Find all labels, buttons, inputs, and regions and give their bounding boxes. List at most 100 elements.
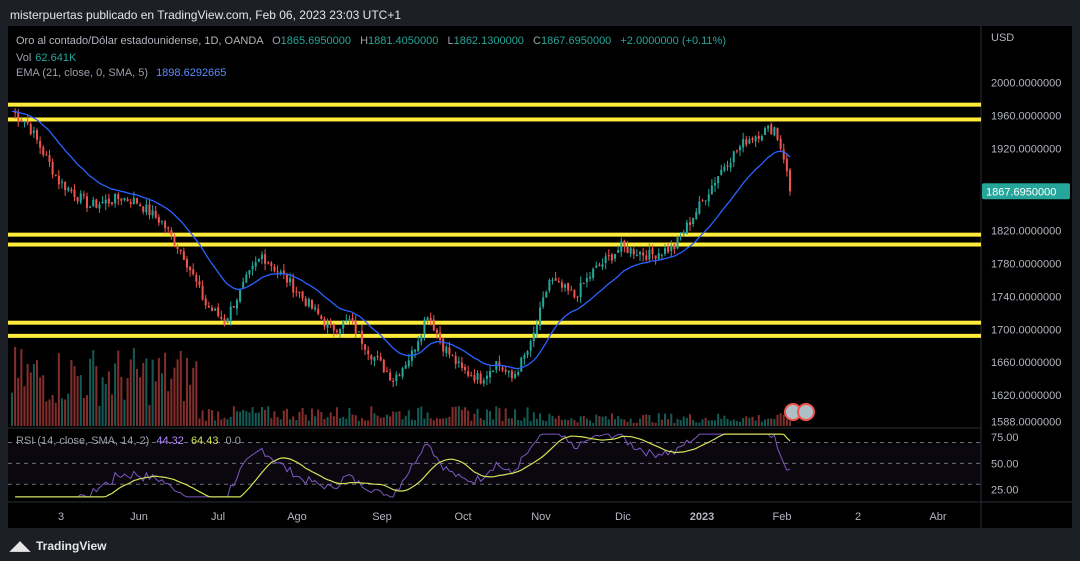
vol-label: Vol: [16, 52, 32, 64]
volume-bar: [498, 408, 501, 426]
candle-body: [701, 199, 704, 201]
volume-bar: [310, 408, 313, 426]
candle-body: [429, 317, 432, 321]
volume-bar: [676, 418, 679, 426]
volume-bar: [192, 367, 195, 426]
candle-body: [398, 375, 401, 377]
volume-bar: [214, 420, 217, 426]
candle-body: [351, 317, 354, 322]
candle-body: [623, 240, 626, 247]
volume-bar: [204, 420, 207, 426]
volume-bar: [364, 420, 367, 426]
candle-body: [57, 175, 60, 185]
candle-body: [539, 307, 542, 326]
candle-body: [207, 305, 210, 308]
chart-frame[interactable]: 2000.0000000 1960.0000000 1920.0000000 1820…: [8, 26, 1072, 528]
candle-body: [542, 297, 545, 307]
volume-bar: [101, 377, 104, 426]
candle-body: [132, 197, 135, 205]
volume-bar: [129, 359, 132, 426]
volume-bar: [167, 391, 170, 426]
volume-bar: [351, 414, 354, 426]
open-value: 1865.6950000: [280, 35, 352, 47]
candle-body: [423, 319, 426, 335]
candle-body: [135, 198, 138, 204]
candle-body: [257, 258, 260, 262]
candle-body: [48, 155, 51, 163]
candle-body: [348, 319, 351, 321]
candle-body: [148, 204, 151, 216]
event-flags[interactable]: [784, 403, 815, 421]
volume-bar: [173, 367, 176, 426]
candle-body: [176, 246, 179, 250]
candle-body: [367, 350, 370, 355]
volume-bar: [617, 416, 620, 426]
candle-body: [70, 189, 73, 192]
candle-body: [304, 298, 307, 306]
volume-bar: [154, 381, 157, 426]
candle-body: [467, 371, 470, 376]
candle-body: [689, 222, 692, 225]
candle-body: [260, 254, 263, 260]
volume-bar: [314, 416, 317, 426]
volume-bar: [95, 366, 98, 426]
volume-bar: [342, 416, 345, 426]
candle-body: [42, 147, 45, 155]
price-tick-label: 2000.0000000: [991, 77, 1061, 89]
volume-bar: [151, 359, 154, 426]
candle-body: [395, 374, 398, 381]
candle-body: [51, 162, 54, 175]
volume-bar: [707, 420, 710, 426]
candle-body: [782, 149, 785, 160]
candle-body: [614, 253, 617, 259]
candle-body: [698, 201, 701, 214]
candle-body: [326, 322, 329, 328]
volume-bar: [554, 418, 557, 426]
volume-bar: [51, 395, 54, 426]
candle-body: [763, 128, 767, 135]
volume-bar: [339, 418, 342, 426]
candle-body: [314, 307, 317, 310]
price-tick-label: 1960.0000000: [991, 110, 1061, 122]
price-chart[interactable]: 2000.0000000 1960.0000000 1920.0000000 1820…: [8, 26, 1072, 528]
candle-body: [545, 291, 548, 298]
volume-bar: [289, 419, 292, 426]
volume-bar: [245, 411, 248, 426]
volume-bar: [367, 420, 370, 426]
last-price-label: 1867.6950000: [986, 186, 1056, 198]
candle-body: [639, 252, 642, 255]
candle-body: [720, 169, 723, 175]
candle-body: [560, 282, 563, 288]
candle-body: [673, 243, 676, 250]
time-tick-label: 2: [855, 511, 861, 523]
volume-bar: [754, 420, 757, 426]
candle-body: [192, 269, 195, 275]
volume-bar: [564, 419, 567, 426]
price-tick-label: 1620.0000000: [991, 390, 1061, 402]
candle-body: [270, 262, 273, 267]
candle-body: [773, 127, 776, 136]
volume-bar: [435, 417, 438, 426]
candle-body: [32, 130, 35, 133]
volume-bar: [695, 422, 698, 426]
time-tick-label: Abr: [929, 511, 946, 523]
volume-bar: [670, 413, 673, 426]
candle-body: [489, 371, 492, 378]
price-tick-label: 1588.0000000: [991, 416, 1061, 428]
candle-body: [201, 285, 204, 300]
candle-body: [648, 249, 651, 260]
volume-bar: [426, 412, 429, 426]
candle-body: [642, 252, 645, 256]
time-tick-label: Jul: [211, 511, 225, 523]
candle-body: [145, 204, 148, 213]
us-flag-icon[interactable]: [797, 403, 815, 421]
volume-bar: [64, 399, 67, 426]
volume-bar: [376, 415, 379, 426]
candle-body: [757, 136, 760, 139]
rsi-label: RSI (14, close, SMA, 14, 2): [16, 435, 150, 447]
candle-body: [607, 255, 610, 257]
candle-body: [129, 202, 132, 205]
candle-body: [517, 372, 520, 375]
volume-bar: [576, 422, 579, 426]
candle-body: [548, 279, 551, 291]
